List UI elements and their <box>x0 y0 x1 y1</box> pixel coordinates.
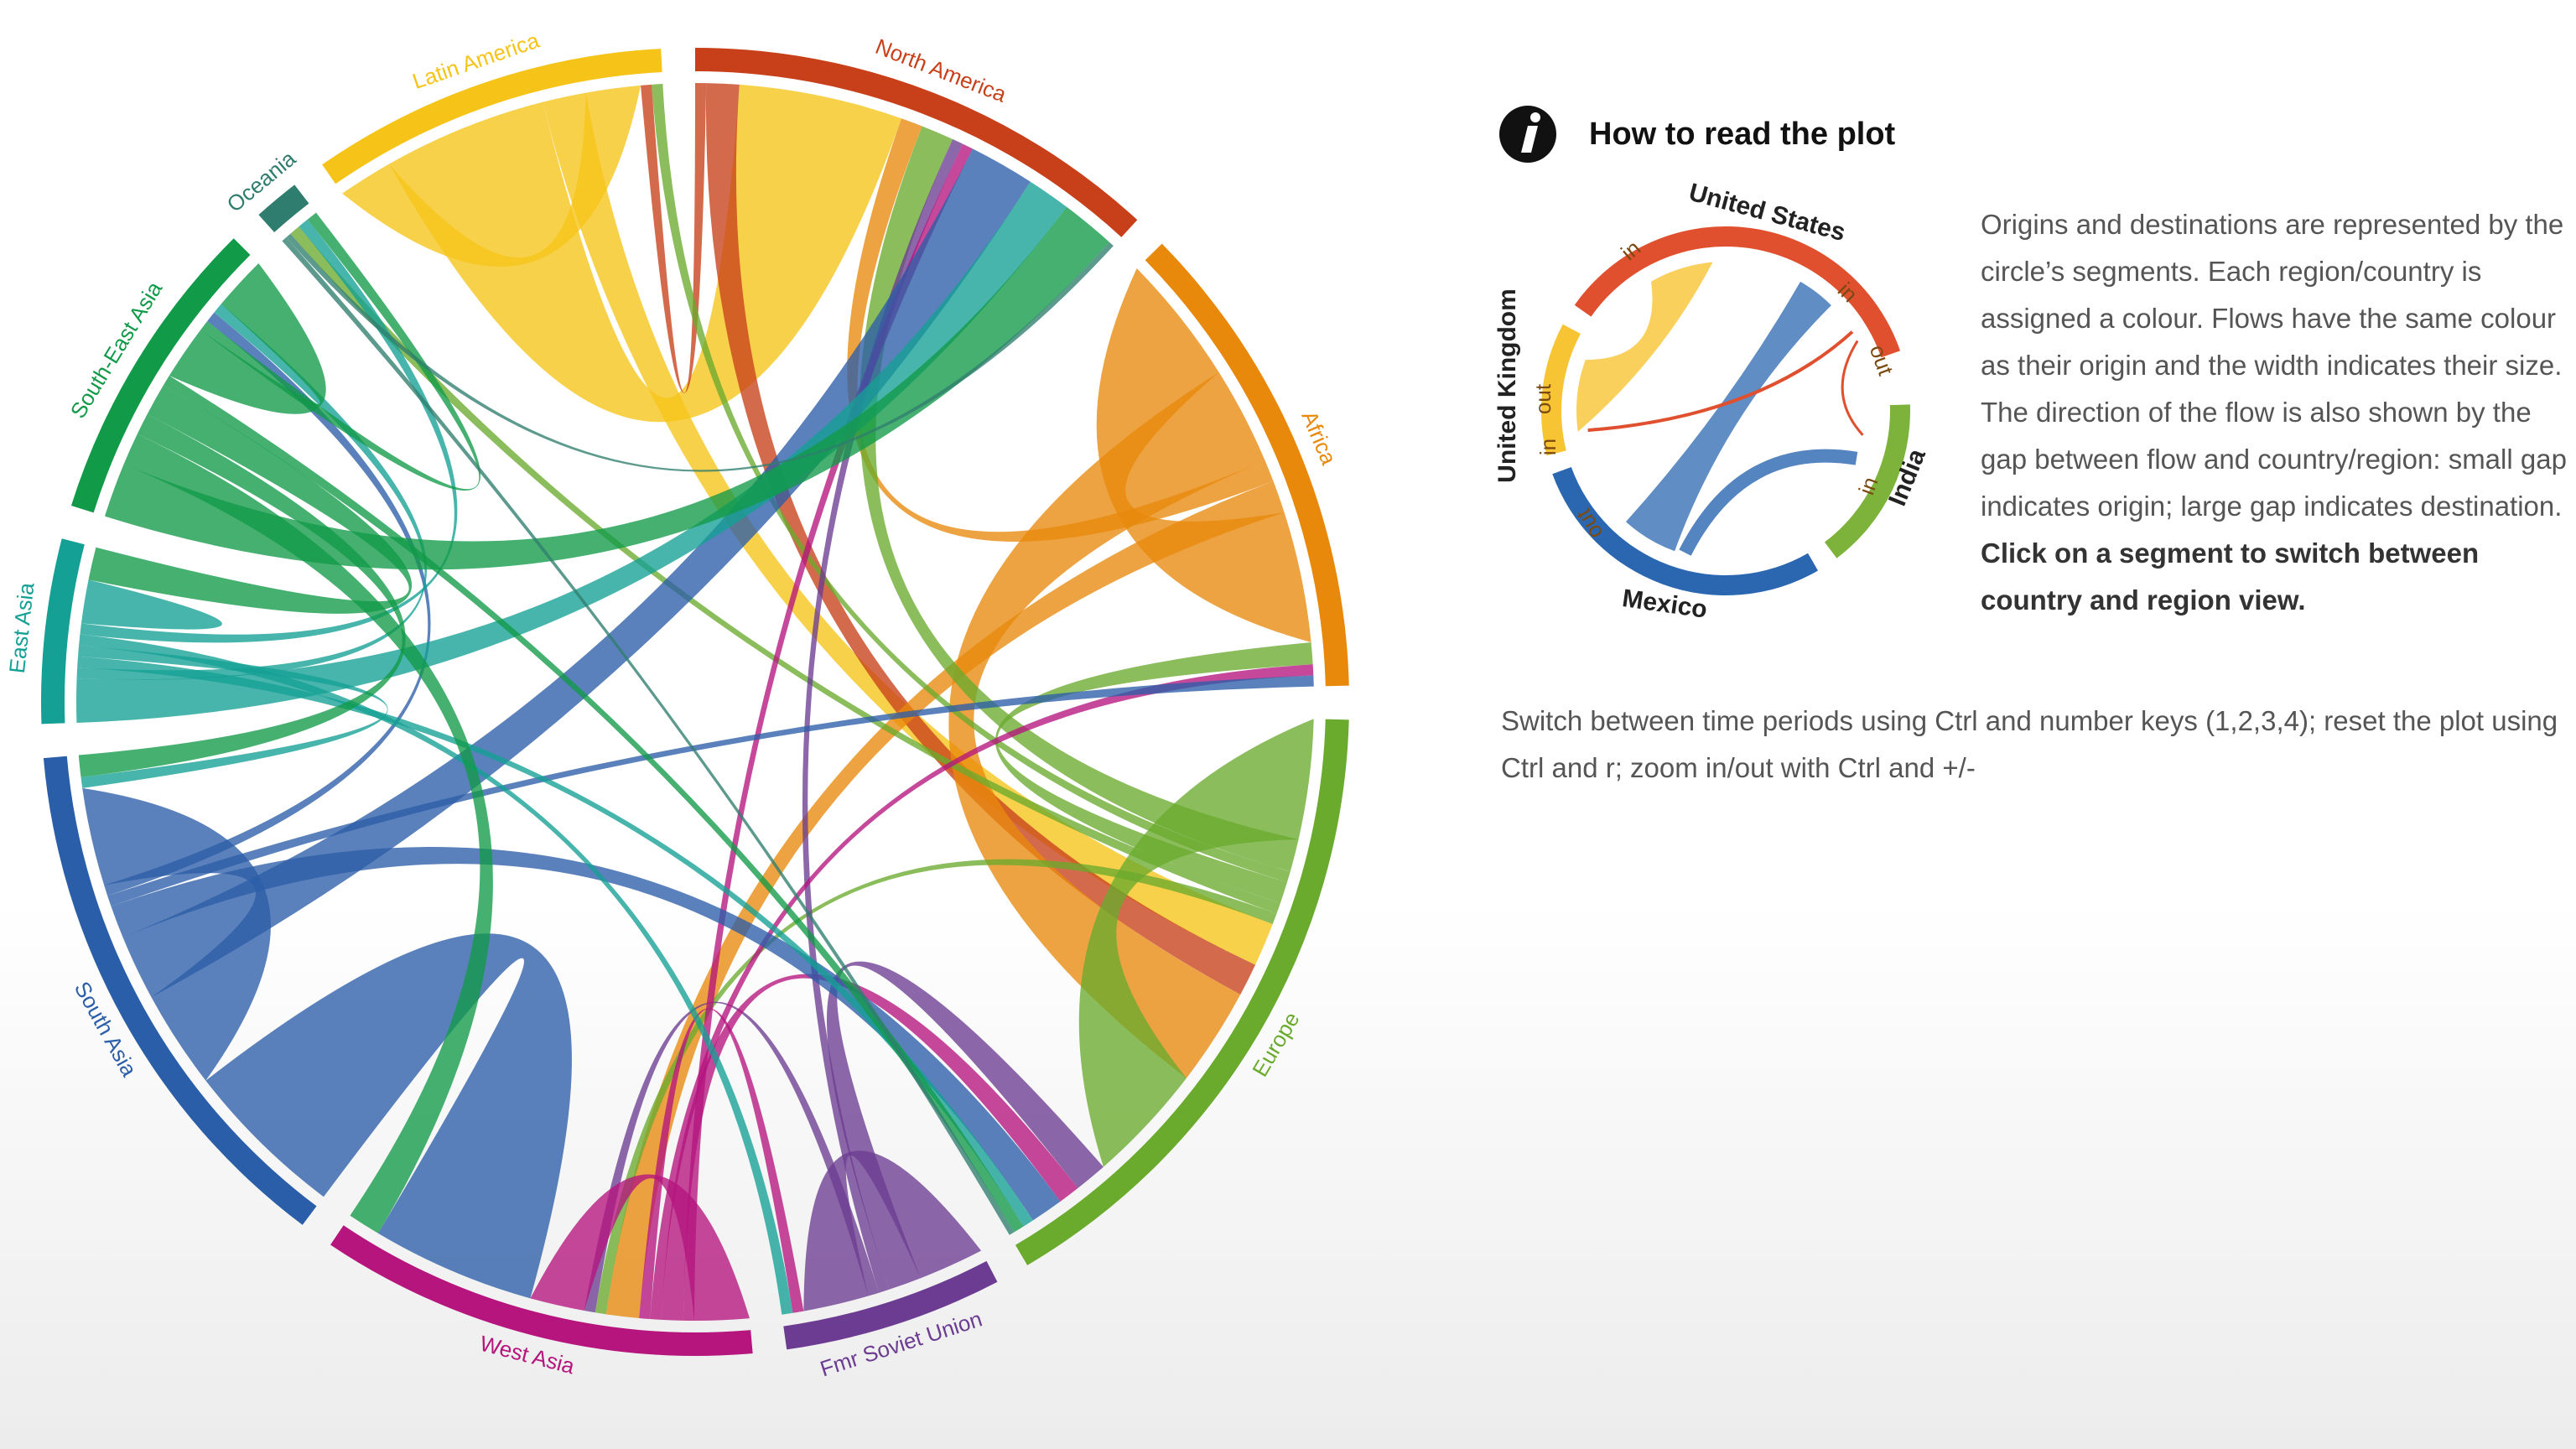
flow-ribbon <box>847 118 1274 543</box>
region-arc <box>41 538 85 724</box>
note: Switch between time periods using Ctrl a… <box>1501 705 2558 783</box>
flow-ribbon <box>111 846 1061 1221</box>
direction-label: out <box>1530 383 1555 414</box>
flow-ribbon <box>652 84 1291 883</box>
flow-ribbon <box>388 84 902 423</box>
flow-ribbon <box>286 233 1114 472</box>
flow-ribbon <box>122 148 1031 998</box>
legend-flow <box>1625 281 1831 552</box>
flow-ribbon <box>77 645 388 788</box>
flow-ribbon <box>859 126 1299 872</box>
legend-segment <box>1824 404 1910 558</box>
flow-ribbon <box>105 206 1109 570</box>
legend-flow <box>1587 330 1854 433</box>
flow-ribbon <box>78 413 406 777</box>
legend-flow <box>1576 262 1713 432</box>
flow-ribbon <box>826 961 1104 1290</box>
description-bold: Click on a segment to switch between cou… <box>1981 538 2480 615</box>
flow-ribbon <box>803 1150 982 1311</box>
region-arc <box>695 48 1138 237</box>
flow-ribbon <box>639 1008 804 1320</box>
region-label: Africa <box>1296 407 1342 468</box>
description: Origins and destinations are represented… <box>1981 201 2568 624</box>
region-arc <box>1145 243 1349 687</box>
region-arc <box>43 756 317 1225</box>
legend-segment <box>1574 226 1901 358</box>
region-arc <box>258 184 309 233</box>
region-arc <box>330 1225 753 1356</box>
region-label: East Asia <box>4 581 39 675</box>
region-arc <box>70 238 251 513</box>
panel-title: How to read the plot <box>1589 117 1896 152</box>
flow-ribbon <box>948 372 1265 1078</box>
region-arc <box>783 1260 998 1350</box>
flow-ribbon <box>205 933 572 1299</box>
flow-ribbon <box>641 83 707 393</box>
flow-ribbon <box>123 434 493 1233</box>
icon-dot <box>1530 112 1540 122</box>
description-text: Origins and destinations are represented… <box>1981 209 2567 522</box>
legend-segment <box>1540 324 1581 456</box>
legend-flow <box>1679 449 1858 556</box>
region-arc <box>322 49 662 184</box>
legend-segment-label: United Kingdom <box>1493 288 1521 483</box>
icon-stem <box>1521 126 1538 153</box>
legend-segment <box>1552 467 1818 596</box>
flow-ribbon <box>995 641 1313 904</box>
flow-ribbon <box>80 579 222 630</box>
legend-flow <box>1841 340 1864 436</box>
info-icon <box>1499 106 1556 163</box>
ribbons <box>76 83 1314 1321</box>
flow-ribbon <box>169 262 326 414</box>
direction-label: in <box>1535 439 1561 455</box>
